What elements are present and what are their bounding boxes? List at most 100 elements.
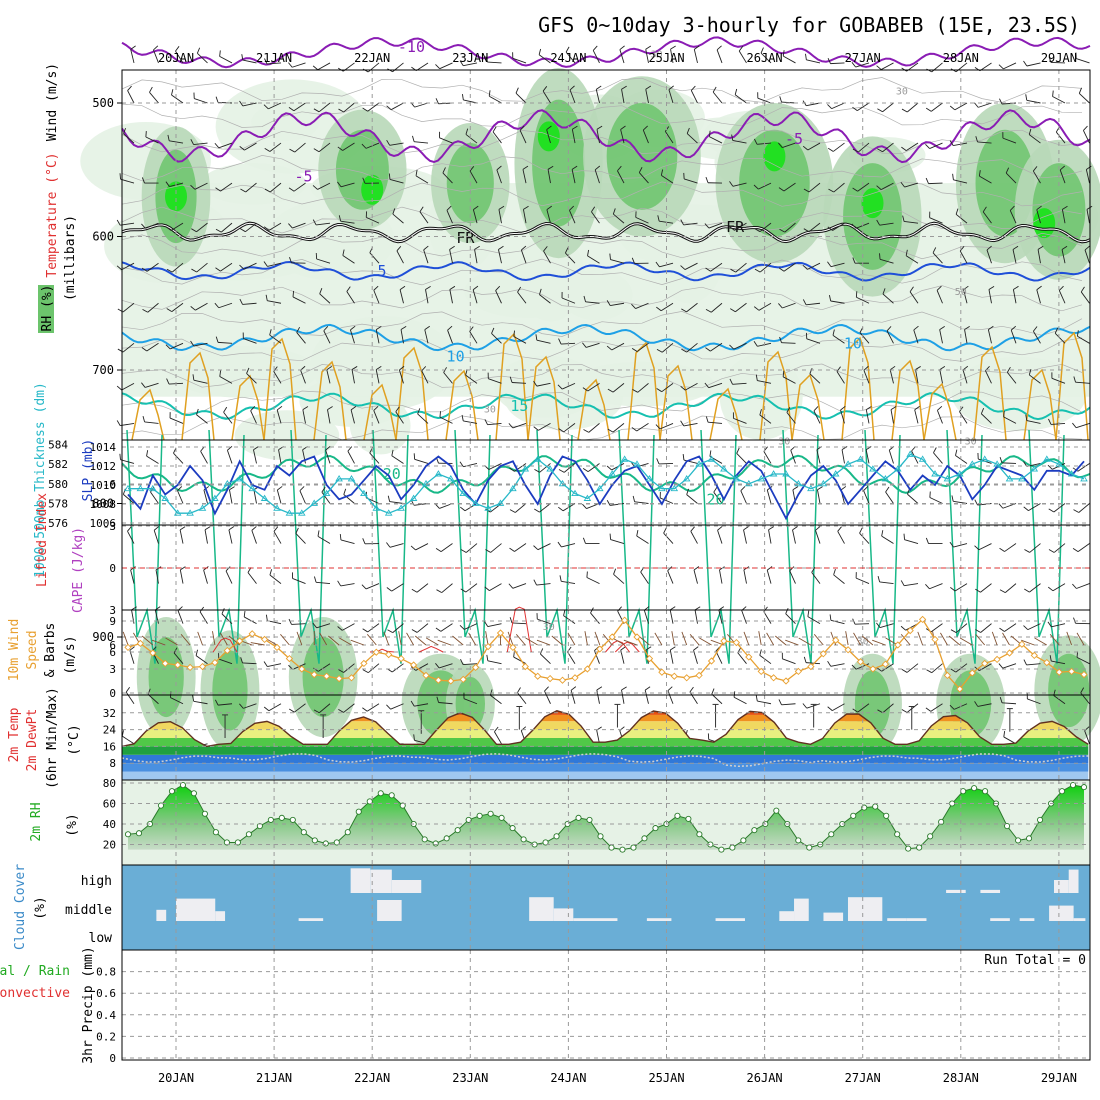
rh-contour (121, 232, 1083, 260)
wind-barb (123, 133, 135, 144)
wind10-marker (273, 643, 281, 652)
wind-barb-flag (399, 285, 406, 291)
thickness-marker (558, 479, 567, 487)
wind-barb (904, 539, 919, 544)
wind-barb-flag (656, 306, 662, 312)
wind-barb (416, 623, 429, 633)
wind-tick: 6 (109, 639, 116, 652)
wind-barb-flag (686, 127, 690, 134)
wind10-barb (775, 635, 787, 646)
ylabel-minmax: (6hr Min/Max) (45, 687, 60, 789)
wind10-marker (956, 685, 964, 693)
wind-barb-flag (177, 486, 183, 491)
wind-barb-flag (1032, 166, 1038, 172)
wind-barb (251, 530, 257, 544)
wind-barb-flag (323, 326, 329, 332)
wind-barb (146, 342, 159, 352)
wind-barb (220, 182, 233, 192)
wind-barb-flag (902, 215, 905, 222)
wind-barb (636, 535, 649, 544)
wind10-marker (285, 654, 294, 663)
wind-barb-flag (116, 420, 121, 426)
wind-barb-flag (731, 134, 734, 141)
wind-barb-flag (964, 326, 970, 330)
wind-barb (122, 735, 135, 745)
wind-barb-flag (1023, 60, 1028, 67)
ylabel-temp: Temperature (°C) (45, 152, 60, 277)
wind-barb (959, 411, 968, 424)
wind-barb (936, 290, 943, 304)
rh-marker (696, 831, 703, 838)
rh-marker (190, 790, 197, 797)
wind10-marker (260, 635, 269, 644)
wind-barb (886, 330, 894, 344)
wind-barb (317, 182, 331, 190)
wind-barb (129, 650, 135, 664)
wind10-barb (900, 633, 911, 646)
wind-barb-flag (694, 606, 701, 611)
wind-barb (980, 583, 992, 593)
thickness-marker (285, 509, 294, 516)
wind-barb-flag (645, 85, 652, 90)
wind-barb-flag (592, 45, 598, 51)
ylabel-rh: RH (%) (40, 285, 55, 332)
wind10-marker (409, 661, 418, 669)
wind-barb (929, 217, 943, 224)
contour-label: -5 (294, 167, 312, 185)
wind-barb (276, 409, 282, 424)
wind-barb (169, 140, 184, 144)
wind-barb-flag (1025, 94, 1028, 101)
wind-barb-flag (782, 370, 785, 377)
wind-barb (204, 529, 208, 544)
wind-barb (836, 371, 845, 384)
wind-barb (120, 459, 135, 464)
wind10-marker (372, 648, 380, 656)
wind-barb (253, 449, 257, 464)
wind-barb (659, 497, 674, 504)
rh-core (739, 129, 810, 237)
wind-barb-flag (312, 622, 317, 629)
wind-barb-flag (423, 245, 429, 251)
wind-barb (789, 570, 796, 584)
wind-barb-flag (392, 208, 396, 215)
wind-barb-flag (876, 185, 882, 190)
wind-barb (536, 583, 551, 586)
wind10-marker (906, 626, 914, 635)
day-label-bottom: 22JAN (354, 1071, 390, 1085)
wind-barb (759, 654, 772, 665)
wind-barb-flag (150, 486, 155, 493)
precip-tick: 0.6 (96, 987, 116, 1000)
wind-barb-flag (925, 107, 932, 112)
li-bump (212, 637, 238, 653)
wind-barb (667, 570, 674, 584)
wind-barb (446, 210, 453, 224)
wind-barb-flag (486, 654, 489, 661)
precip-legend-conv: Convective (0, 986, 70, 1001)
wind-barb-flag (754, 228, 761, 233)
wind-barb (955, 623, 968, 633)
wind-barb-flag (413, 734, 415, 741)
wind-barb-flag (975, 629, 981, 633)
wind-barb (879, 581, 894, 585)
instability-contour (131, 388, 165, 441)
wind-barb (1075, 381, 1090, 384)
wind-barb-flag (952, 173, 954, 180)
wind10-line (127, 618, 1085, 691)
wind-barb-flag (239, 298, 243, 305)
wind10-barb (250, 642, 265, 646)
wind-barb-flag (435, 547, 442, 553)
wind-barb-flag (925, 584, 930, 590)
wind-barb (1061, 249, 1066, 264)
wind-barb (1027, 698, 1041, 705)
wind-barb (929, 497, 943, 504)
cloud-level-label: low (89, 931, 113, 946)
thickness-marker (931, 470, 939, 477)
contour-label: 30 (965, 436, 977, 447)
wind-barb-flag (474, 245, 480, 250)
wind-barb-flag (609, 533, 612, 540)
wind-barb (939, 329, 943, 344)
thickness-marker (161, 494, 169, 501)
wind10-barb (602, 633, 613, 646)
wind-barb-flag (792, 486, 799, 491)
wind-barb (758, 302, 772, 311)
